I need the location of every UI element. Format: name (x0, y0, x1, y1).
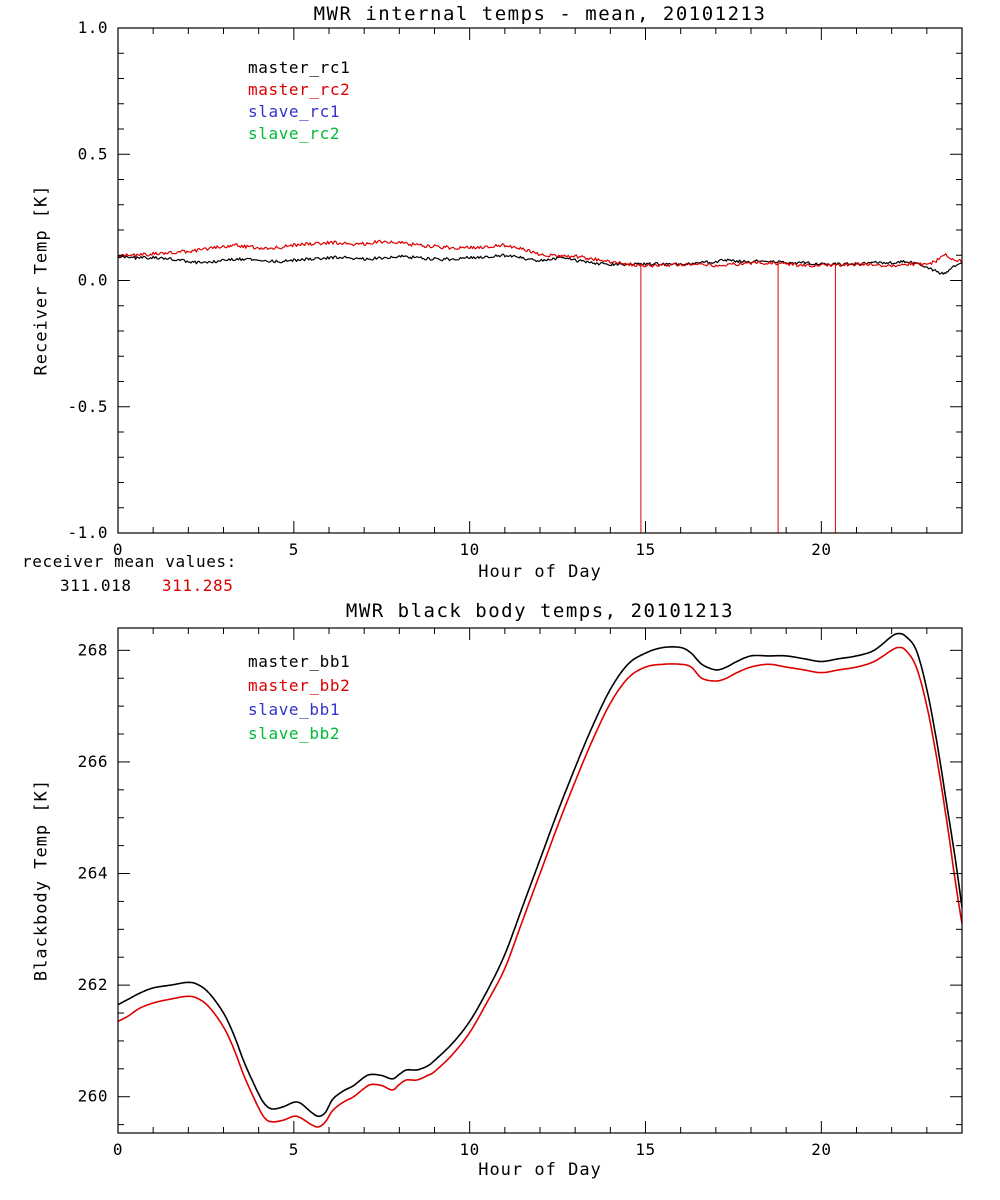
svg-text:260: 260 (78, 1087, 108, 1106)
legend-item-slave-rc1: slave_rc1 (248, 102, 341, 121)
chart-title-receiver: MWR internal temps - mean, 20101213 (313, 3, 767, 25)
svg-text:262: 262 (78, 975, 108, 994)
receiver-means-label: receiver mean values: (22, 552, 237, 571)
legend-blackbody: master_bb1 master_bb2 slave_bb1 slave_bb… (248, 650, 350, 746)
receiver-mean-slave: 311.285 (161, 576, 234, 595)
legend-item-slave-bb2: slave_bb2 (248, 724, 341, 743)
svg-text:5: 5 (289, 1140, 299, 1159)
x-axis-label-receiver: Hour of Day (478, 562, 602, 582)
y-axis-label-blackbody: Blackbody Temp [K] (31, 778, 52, 982)
legend-item-slave-bb1: slave_bb1 (248, 700, 341, 719)
legend-item-master-bb1: master_bb1 (248, 652, 351, 671)
receiver-mean-master: 311.018 (60, 576, 132, 595)
svg-text:20: 20 (811, 540, 831, 559)
svg-text:20: 20 (811, 1140, 831, 1159)
svg-text:-1.0: -1.0 (67, 523, 108, 542)
svg-text:15: 15 (635, 540, 655, 559)
legend-item-slave-rc2: slave_rc2 (248, 124, 341, 143)
svg-text:0.0: 0.0 (78, 271, 108, 290)
svg-text:10: 10 (460, 540, 480, 559)
y-axis-label-receiver: Receiver Temp [K] (31, 184, 52, 376)
receiver-means-values: 311.018 311.285 (60, 576, 254, 595)
legend-item-master-rc1: master_rc1 (248, 58, 351, 77)
legend-item-master-rc2: master_rc2 (248, 80, 351, 99)
svg-text:266: 266 (78, 752, 108, 771)
chart-title-blackbody: MWR black body temps, 20101213 (345, 600, 735, 622)
svg-text:10: 10 (460, 1140, 480, 1159)
svg-text:268: 268 (78, 640, 108, 659)
x-axis-label-blackbody: Hour of Day (478, 1160, 602, 1180)
svg-text:5: 5 (289, 540, 299, 559)
svg-text:-0.5: -0.5 (67, 397, 108, 416)
svg-text:0: 0 (113, 1140, 123, 1159)
legend-item-master-bb2: master_bb2 (248, 676, 351, 695)
svg-text:0.5: 0.5 (78, 144, 108, 163)
legend-receiver: master_rc1 master_rc2 slave_rc1 slave_rc… (248, 57, 350, 145)
svg-text:15: 15 (635, 1140, 655, 1159)
svg-text:0: 0 (113, 540, 123, 559)
svg-text:1.0: 1.0 (78, 18, 108, 37)
svg-text:264: 264 (78, 864, 108, 883)
